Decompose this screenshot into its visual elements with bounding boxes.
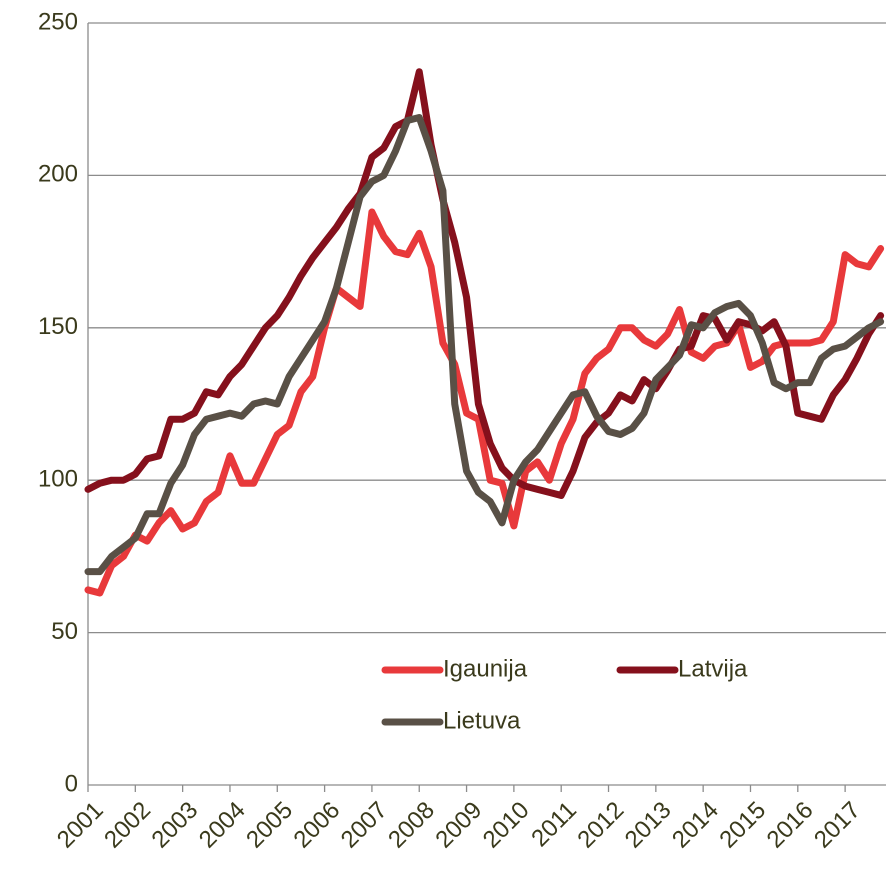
x-tick-label: 2003 — [147, 797, 204, 854]
y-tick-label: 0 — [65, 770, 78, 797]
x-tick-label: 2004 — [194, 797, 251, 854]
series-line — [84, 68, 885, 499]
x-tick-label: 2008 — [383, 797, 440, 854]
legend-label: Lietuva — [443, 707, 521, 734]
x-tick-label: 2009 — [430, 797, 487, 854]
legend-label: Latvija — [678, 655, 748, 682]
x-tick-label: 2017 — [809, 797, 866, 854]
x-tick-label: 2013 — [620, 797, 677, 854]
series-line — [84, 208, 885, 597]
y-tick-label: 250 — [38, 8, 78, 35]
y-tick-label: 150 — [38, 313, 78, 340]
x-tick-label: 2006 — [288, 797, 345, 854]
x-tick-label: 2011 — [526, 797, 582, 853]
x-tick-label: 2016 — [762, 797, 819, 854]
x-tick-label: 2012 — [572, 797, 629, 854]
y-tick-label: 100 — [38, 466, 78, 493]
x-tick-label: 2002 — [99, 797, 156, 854]
series-line — [84, 113, 885, 576]
x-tick-label: 2015 — [714, 797, 771, 854]
legend-label: Igaunija — [443, 655, 528, 682]
x-tick-label: 2014 — [667, 797, 724, 854]
y-tick-label: 50 — [51, 618, 78, 645]
x-tick-label: 2005 — [241, 797, 298, 854]
x-tick-label: 2001 — [52, 797, 109, 854]
x-tick-label: 2010 — [478, 797, 535, 854]
y-tick-label: 200 — [38, 161, 78, 188]
x-tick-label: 2007 — [336, 797, 393, 854]
